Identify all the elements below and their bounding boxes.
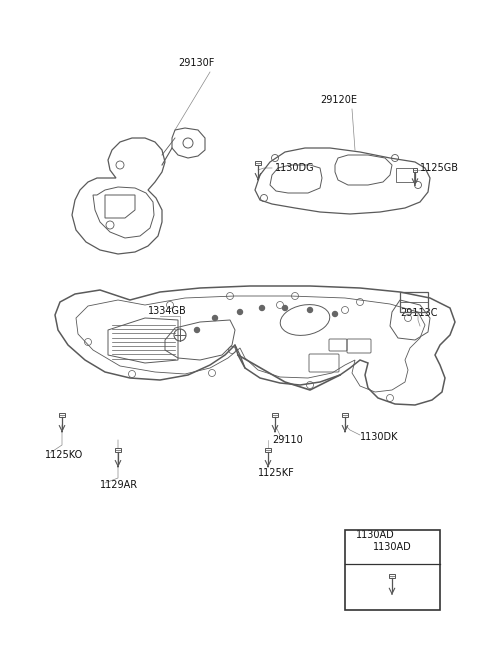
Text: 1130AD: 1130AD: [373, 542, 412, 552]
Text: 29110: 29110: [272, 435, 303, 445]
Bar: [412, 168, 418, 172]
Text: 1334GB: 1334GB: [148, 306, 187, 316]
Text: 1130AD: 1130AD: [356, 530, 395, 540]
Text: 1129AR: 1129AR: [100, 480, 138, 490]
Text: 29130F: 29130F: [178, 58, 215, 68]
Text: 1130DG: 1130DG: [275, 163, 314, 173]
Bar: [265, 448, 271, 452]
Bar: [345, 530, 440, 610]
Bar: [59, 413, 65, 417]
Bar: [255, 161, 261, 165]
Bar: [400, 292, 428, 312]
Circle shape: [333, 312, 337, 316]
Text: 1125KO: 1125KO: [45, 450, 83, 460]
Text: 1130DK: 1130DK: [360, 432, 398, 442]
Bar: [396, 168, 414, 182]
Bar: [115, 448, 121, 452]
Circle shape: [194, 328, 200, 333]
Circle shape: [260, 305, 264, 310]
Circle shape: [238, 310, 242, 314]
Bar: [389, 574, 395, 578]
Text: 1125GB: 1125GB: [420, 163, 459, 173]
Circle shape: [213, 316, 217, 320]
Circle shape: [283, 305, 288, 310]
Text: 29120E: 29120E: [320, 95, 357, 105]
Text: 1125KF: 1125KF: [258, 468, 295, 478]
Bar: [272, 413, 278, 417]
Text: 29113C: 29113C: [400, 308, 437, 318]
Circle shape: [308, 307, 312, 312]
Bar: [342, 413, 348, 417]
